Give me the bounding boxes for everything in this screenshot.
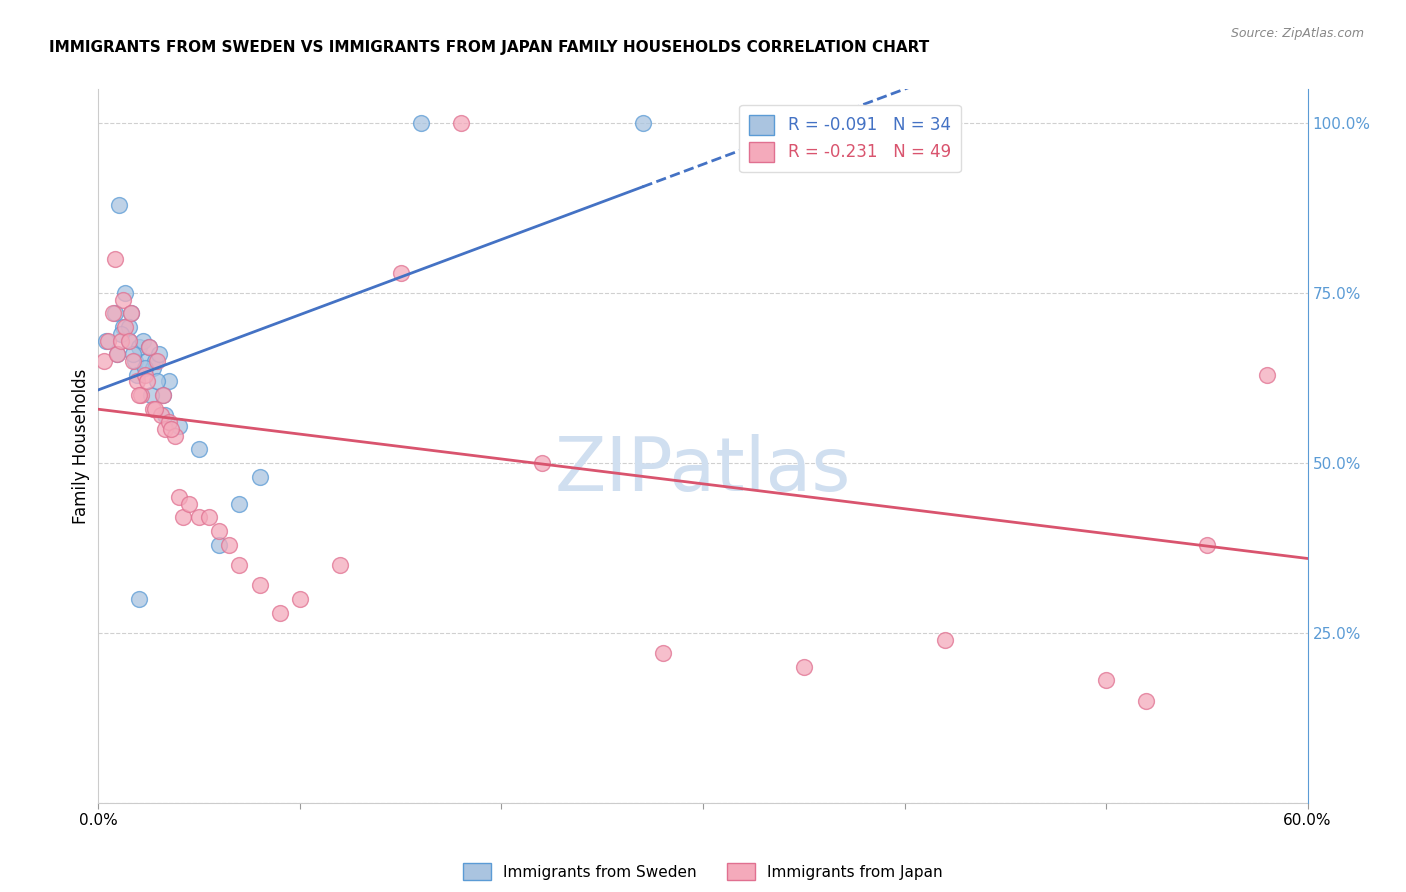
- Point: [160, 422, 183, 436]
- Point: [129, 388, 152, 402]
- Point: [218, 537, 240, 551]
- Point: [118, 334, 141, 348]
- Point: [143, 354, 166, 368]
- Point: [110, 326, 132, 341]
- Point: [1095, 673, 1118, 688]
- Y-axis label: Family Households: Family Households: [72, 368, 90, 524]
- Point: [179, 497, 201, 511]
- Point: [125, 368, 148, 382]
- Point: [107, 198, 129, 212]
- Point: [288, 591, 311, 606]
- Text: Source: ZipAtlas.com: Source: ZipAtlas.com: [1230, 27, 1364, 40]
- Point: [118, 320, 141, 334]
- Point: [114, 320, 136, 334]
- Point: [110, 334, 132, 348]
- Point: [97, 334, 120, 348]
- Point: [157, 415, 180, 429]
- Point: [105, 347, 128, 361]
- Point: [114, 286, 136, 301]
- Point: [208, 537, 231, 551]
- Point: [101, 306, 124, 320]
- Legend: Immigrants from Sweden, Immigrants from Japan: Immigrants from Sweden, Immigrants from …: [456, 855, 950, 888]
- Point: [793, 660, 815, 674]
- Point: [249, 469, 271, 483]
- Point: [153, 409, 176, 423]
- Point: [138, 341, 160, 355]
- Point: [631, 116, 654, 130]
- Point: [1195, 537, 1218, 551]
- Point: [142, 360, 165, 375]
- Point: [125, 375, 148, 389]
- Point: [157, 375, 180, 389]
- Point: [121, 347, 143, 361]
- Point: [934, 632, 956, 647]
- Point: [167, 418, 190, 433]
- Point: [188, 510, 211, 524]
- Point: [134, 368, 156, 382]
- Point: [135, 354, 157, 368]
- Point: [118, 334, 141, 348]
- Point: [152, 388, 174, 402]
- Point: [269, 606, 291, 620]
- Point: [146, 354, 169, 368]
- Point: [134, 360, 156, 375]
- Point: [228, 558, 250, 572]
- Point: [389, 266, 412, 280]
- Point: [450, 116, 472, 130]
- Point: [128, 388, 150, 402]
- Point: [530, 456, 553, 470]
- Point: [111, 293, 134, 307]
- Point: [651, 646, 673, 660]
- Point: [93, 354, 115, 368]
- Point: [103, 306, 125, 320]
- Point: [124, 354, 146, 368]
- Point: [146, 375, 169, 389]
- Point: [149, 409, 172, 423]
- Point: [132, 334, 155, 348]
- Point: [198, 510, 221, 524]
- Text: ZIPatlas: ZIPatlas: [555, 434, 851, 508]
- Point: [172, 510, 194, 524]
- Point: [208, 524, 231, 538]
- Point: [138, 341, 160, 355]
- Point: [103, 252, 125, 266]
- Point: [188, 442, 211, 457]
- Point: [143, 401, 166, 416]
- Point: [163, 429, 186, 443]
- Point: [111, 320, 134, 334]
- Text: IMMIGRANTS FROM SWEDEN VS IMMIGRANTS FROM JAPAN FAMILY HOUSEHOLDS CORRELATION CH: IMMIGRANTS FROM SWEDEN VS IMMIGRANTS FRO…: [49, 40, 929, 55]
- Point: [135, 375, 157, 389]
- Point: [1337, 204, 1360, 219]
- Point: [167, 490, 190, 504]
- Point: [120, 306, 142, 320]
- Point: [105, 347, 128, 361]
- Point: [121, 354, 143, 368]
- Point: [128, 591, 150, 606]
- Point: [153, 422, 176, 436]
- Point: [249, 578, 271, 592]
- Point: [128, 341, 150, 355]
- Point: [1135, 694, 1157, 708]
- Point: [139, 388, 162, 402]
- Point: [96, 334, 118, 348]
- Point: [329, 558, 352, 572]
- Point: [409, 116, 432, 130]
- Point: [142, 401, 165, 416]
- Point: [1256, 368, 1278, 382]
- Point: [152, 388, 174, 402]
- Point: [228, 497, 250, 511]
- Point: [148, 347, 170, 361]
- Point: [120, 306, 142, 320]
